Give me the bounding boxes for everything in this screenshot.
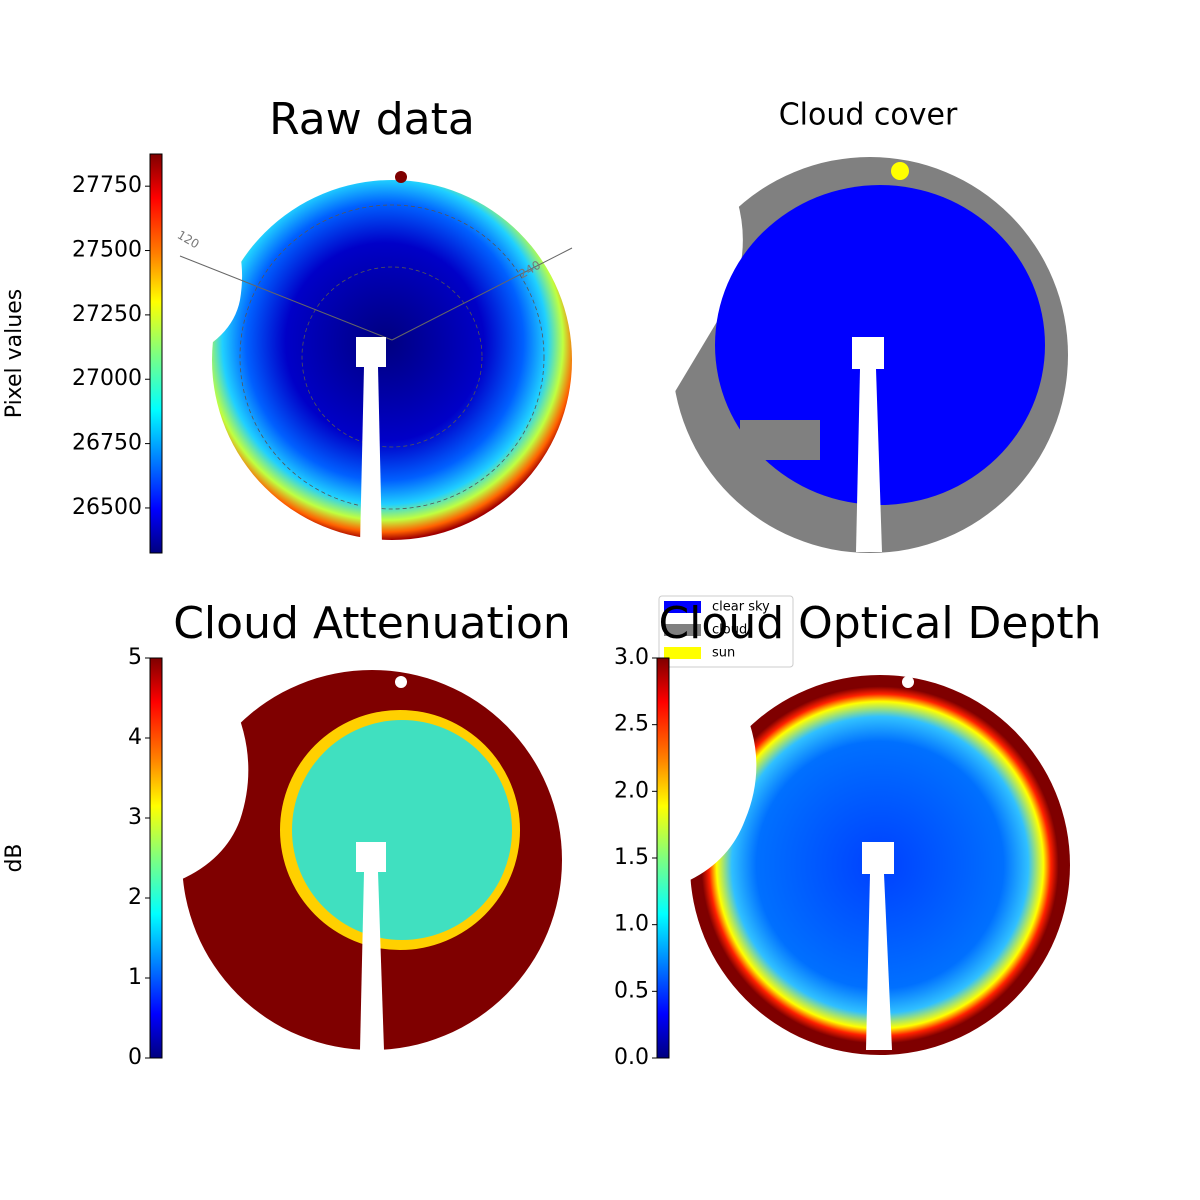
- colorbar-tick-label: 3.0: [614, 645, 649, 670]
- legend-swatch: [664, 601, 701, 613]
- colorbar-tick-label: 1.5: [614, 845, 649, 870]
- panel-title: Cloud cover: [779, 98, 958, 133]
- panel-title: Raw data: [269, 94, 475, 145]
- colorbar: [149, 153, 163, 554]
- colorbar: [149, 657, 163, 1059]
- optical-depth-image: [660, 650, 1070, 1055]
- colorbar-tick-label: 27750: [72, 173, 142, 198]
- attenuation-image: [150, 650, 562, 1050]
- colorbar-tick-label: 2.5: [614, 712, 649, 737]
- colorbar-tick-label: 27250: [72, 302, 142, 327]
- colorbar-tick-label: 5: [128, 645, 142, 670]
- colorbar-tick-label: 27500: [72, 238, 142, 263]
- legend-label: clear sky: [712, 600, 770, 615]
- panel-title: Cloud Attenuation: [173, 598, 571, 649]
- panel-title: Cloud Optical Depth: [658, 598, 1101, 649]
- colorbar-tick-label: 1: [128, 965, 142, 990]
- colorbar-tick-label: 0.0: [614, 1045, 649, 1070]
- colorbar-tick-label: 26500: [72, 495, 142, 520]
- colorbar-tick-label: 2.0: [614, 778, 649, 803]
- legend-label: sun: [712, 646, 735, 661]
- colorbar-tick-label: 26750: [72, 431, 142, 456]
- colorbar-tick-label: 3: [128, 805, 142, 830]
- legend-swatch: [664, 624, 701, 636]
- colorbar-tick-label: 27000: [72, 366, 142, 391]
- colorbar-tick-label: 4: [128, 725, 142, 750]
- colorbar-label: Pixel values: [2, 289, 27, 418]
- colorbar-tick-label: 1.0: [614, 912, 649, 937]
- cloud-cover-image: [660, 157, 1068, 553]
- colorbar: [656, 657, 670, 1059]
- colorbar-tick-label: 0: [128, 1045, 142, 1070]
- legend-swatch: [664, 647, 701, 659]
- colorbar-tick-label: 2: [128, 885, 142, 910]
- raw-image: [150, 150, 573, 545]
- colorbar-tick-label: 0.5: [614, 978, 649, 1003]
- colorbar-label: dB: [2, 843, 27, 872]
- legend-label: cloud: [712, 623, 747, 638]
